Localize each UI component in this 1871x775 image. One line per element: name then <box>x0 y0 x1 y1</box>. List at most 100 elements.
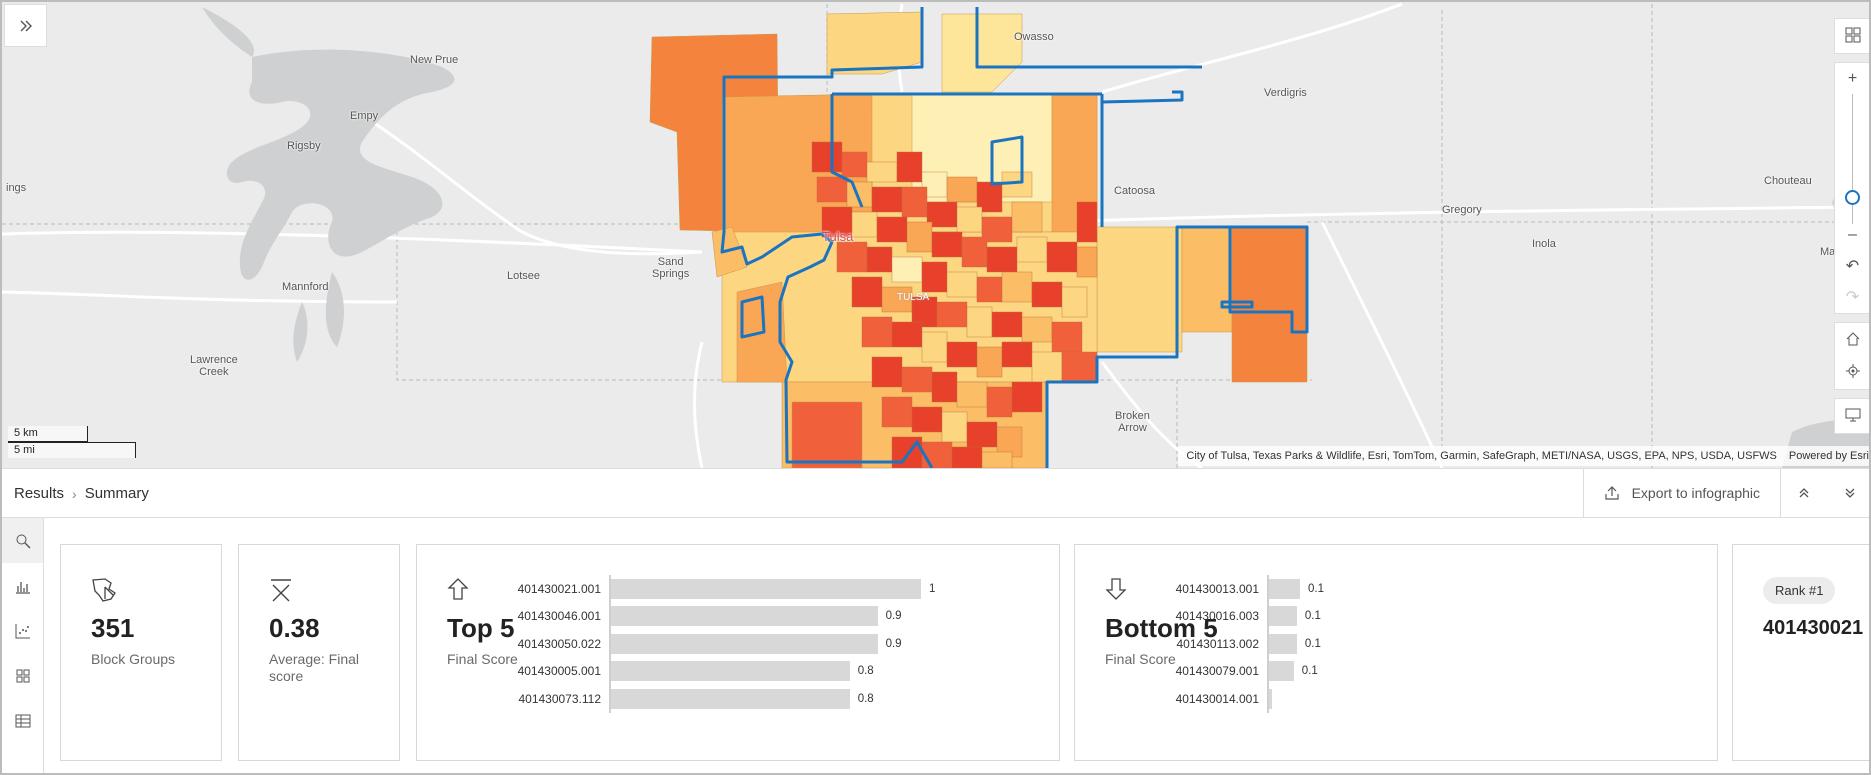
polygon-select-icon <box>91 577 119 608</box>
bar-row[interactable]: 401430016.003 0.1 <box>1175 602 1324 630</box>
bar-value: 0.1 <box>1304 637 1321 650</box>
bar-row[interactable]: 401430021.001 1 <box>517 575 935 603</box>
place-label: Rigsby <box>287 140 321 152</box>
bar-label: 401430050.022 <box>517 636 601 651</box>
bar-row[interactable]: 401430050.022 0.9 <box>517 630 935 658</box>
zoom-toolbar: + – ↶ ↷ <box>1834 62 1869 314</box>
bar-axis <box>609 630 611 658</box>
basemap <box>2 2 1869 468</box>
export-label: Export to infographic <box>1631 485 1760 501</box>
sidebar-item-bar-chart[interactable] <box>2 563 43 608</box>
bar-axis <box>609 575 611 603</box>
expand-panel-button[interactable] <box>4 4 47 47</box>
bar-row[interactable]: 401430005.001 0.8 <box>517 657 935 685</box>
place-label: Catoosa <box>1114 185 1155 197</box>
bar-value: 0.9 <box>885 610 902 623</box>
top-5-title: Top 5 <box>447 613 515 643</box>
scatter-plot-icon <box>15 623 30 638</box>
place-label: ings <box>6 182 27 194</box>
block-groups-count: 351 <box>91 613 135 643</box>
zoom-slider-handle[interactable] <box>1845 190 1860 205</box>
bar-value: 0.1 <box>1304 610 1321 623</box>
undo-extent-button[interactable]: ↶ <box>1835 251 1869 282</box>
bar-value: 0.1 <box>1301 665 1318 678</box>
attribution-text: City of Tulsa, Texas Parks & Wildlife, E… <box>1186 450 1777 462</box>
bar-label: 401430113.002 <box>1176 636 1259 651</box>
plus-icon: + <box>1847 69 1858 87</box>
bar-axis <box>609 602 611 630</box>
bar[interactable] <box>611 633 878 654</box>
bar-label: 401430014.001 <box>1175 691 1259 706</box>
maximize-panel-button[interactable] <box>1781 469 1827 517</box>
bar[interactable] <box>1269 633 1297 654</box>
map-view[interactable]: Owasso New Prue Empy Verdigris Rigsby in… <box>2 2 1869 468</box>
bar-axis <box>1267 685 1269 713</box>
bar[interactable] <box>611 606 878 627</box>
grid-icon <box>16 669 29 682</box>
bar-row[interactable]: 401430046.001 0.9 <box>517 602 935 630</box>
bar-label: 401430046.001 <box>517 609 601 624</box>
place-label: Lotsee <box>507 270 541 282</box>
scale-km: 5 km <box>8 426 88 442</box>
zoom-in-button[interactable]: + <box>1835 63 1869 94</box>
bar-axis <box>609 685 611 713</box>
redo-extent-button[interactable]: ↷ <box>1835 282 1869 313</box>
redo-icon: ↷ <box>1845 289 1860 307</box>
place-label: Verdigris <box>1264 87 1307 99</box>
table-icon <box>15 714 30 727</box>
double-chevron-right-icon <box>20 20 32 31</box>
bar-chart-icon <box>15 581 30 594</box>
bar-value: 1 <box>929 582 936 595</box>
collapse-panel-button[interactable] <box>1827 469 1869 517</box>
zoom-search-icon <box>16 534 30 548</box>
bar-row[interactable]: 401430014.001 <box>1175 685 1324 713</box>
breadcrumb-results[interactable]: Results <box>14 485 65 502</box>
summary-content: 351 Block Groups 0.38 Average: Final sco… <box>44 518 1869 773</box>
locate-button[interactable] <box>1835 355 1869 387</box>
sidebar-item-scatter-plot[interactable] <box>2 608 43 653</box>
sidebar-item-cards[interactable] <box>2 653 43 698</box>
bar-label: 401430021.001 <box>517 581 601 596</box>
bar-value: 0.1 <box>1308 582 1324 595</box>
top-5-bar-chart: 401430021.001 1 401430046.001 0.9 401430050.… <box>517 575 935 713</box>
export-to-infographic-button[interactable]: Export to infographic <box>1582 469 1781 517</box>
bar[interactable] <box>1269 606 1297 627</box>
bar-label: 401430073.112 <box>518 691 601 706</box>
basemap-gallery-button[interactable] <box>1835 19 1869 51</box>
bar[interactable] <box>611 661 850 682</box>
results-sidebar <box>2 518 44 773</box>
breadcrumb: Results › Summary <box>14 485 149 502</box>
bar-row[interactable]: 401430073.112 0.8 <box>517 685 935 713</box>
bar[interactable] <box>1269 688 1273 709</box>
locate-icon <box>1845 364 1860 378</box>
double-chevron-down-icon <box>1845 488 1855 498</box>
place-label: Gregory <box>1442 204 1482 216</box>
bar[interactable] <box>611 578 921 599</box>
rank-value: 401430021 <box>1763 617 1864 639</box>
bar[interactable] <box>611 688 850 709</box>
grid-icon <box>1845 27 1860 43</box>
map-toolbar-bottom <box>1834 398 1869 434</box>
bar-label: 401430005.001 <box>517 664 601 679</box>
bar-row[interactable]: 401430113.002 0.1 <box>1175 630 1324 658</box>
sidebar-item-summary[interactable] <box>2 518 43 563</box>
bar[interactable] <box>1269 578 1300 599</box>
powered-by-esri[interactable]: Powered by Esri <box>1788 450 1869 462</box>
export-icon <box>1604 486 1619 500</box>
bar-axis <box>1267 575 1269 603</box>
zoom-slider[interactable] <box>1835 94 1869 224</box>
place-label: Tulsa <box>822 229 854 244</box>
fullscreen-button[interactable] <box>1835 399 1869 431</box>
map-attribution[interactable]: City of Tulsa, Texas Parks & Wildlife, E… <box>1178 446 1869 466</box>
bar-value: 0.8 <box>857 665 874 678</box>
bar-row[interactable]: 401430013.001 0.1 <box>1175 575 1324 603</box>
sidebar-item-table[interactable] <box>2 698 43 743</box>
scale-bar: 5 km 5 mi <box>8 426 136 458</box>
zoom-out-button[interactable]: – <box>1835 220 1869 251</box>
undo-icon: ↶ <box>1845 258 1860 276</box>
home-button[interactable] <box>1835 323 1869 355</box>
bar[interactable] <box>1269 661 1294 682</box>
rank-badge: Rank #1 <box>1763 577 1836 604</box>
bar-row[interactable]: 401430079.001 0.1 <box>1175 657 1324 685</box>
